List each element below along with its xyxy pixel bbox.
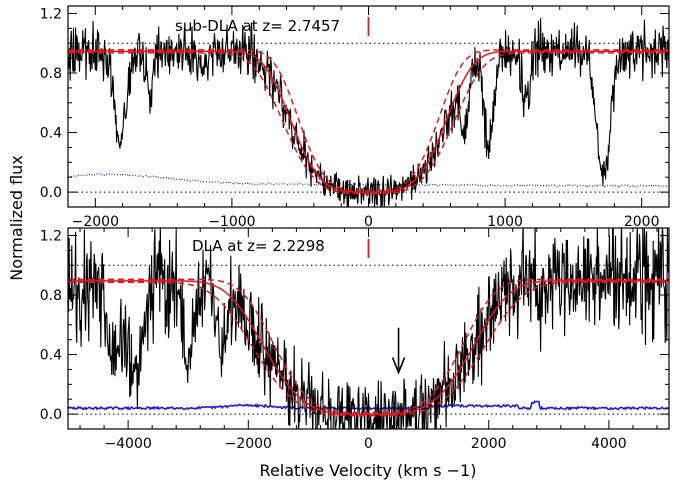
bottom-y-tick-label: 0.0 [40,407,62,423]
top-x-tick-label: 2000 [624,214,660,230]
bottom-x-tick-label: 2000 [471,436,507,452]
bottom-observed-flux [68,228,669,429]
bottom-y-tick-label: 0.4 [40,348,62,364]
bottom-x-tick-label: −2000 [225,436,272,452]
y-axis-label: Normalized flux [7,155,26,281]
top-observed-flux [68,18,669,207]
bottom-x-tick-label: −4000 [104,436,151,452]
bottom-fit-lower-bound [68,281,669,417]
top-plot-area [68,18,669,207]
bottom-panel-annotation: DLA at z= 2.2298 [192,237,325,255]
x-axis-label: Relative Velocity (km s −1) [260,461,477,480]
top-fit-upper-bound [68,49,669,192]
bottom-voigt-fit [68,280,669,415]
bottom-y-tick-label: 1.2 [40,228,62,244]
bottom-panel: −4000 −2000 0 2000 4000 0.0 0.4 0.8 1.2 DLA at z… [40,227,670,452]
bottom-axes: −4000 −2000 0 2000 4000 0.0 0.4 0.8 1.2 [40,227,670,452]
bottom-x-tick-label: 0 [364,436,373,452]
top-y-tick-label: 0.4 [40,126,62,142]
top-fit-lower-bound [68,52,669,195]
top-panel-annotation: sub-DLA at z= 2.7457 [175,17,340,35]
bottom-x-tick-label: 4000 [591,436,627,452]
bottom-fit-upper-bound [68,278,669,414]
top-voigt-fit [68,50,669,193]
top-x-tick-label: −1000 [208,214,255,230]
metal-line-arrow [391,327,406,375]
top-x-tick-label: −2000 [72,214,119,230]
top-y-tick-label: 0.8 [40,66,62,82]
bottom-plot-area [68,228,669,429]
top-x-tick-label: 0 [364,214,373,230]
top-x-tick-label: 1000 [487,214,523,230]
top-axes: −2000 −1000 0 1000 2000 0.0 0.4 0.8 1.2 [40,5,670,230]
top-y-tick-label: 0.0 [40,185,62,201]
top-panel: −2000 −1000 0 1000 2000 0.0 0.4 0.8 1.2 sub-DLA … [40,5,670,230]
top-y-tick-label: 1.2 [40,6,62,22]
bottom-y-tick-label: 0.8 [40,288,62,304]
